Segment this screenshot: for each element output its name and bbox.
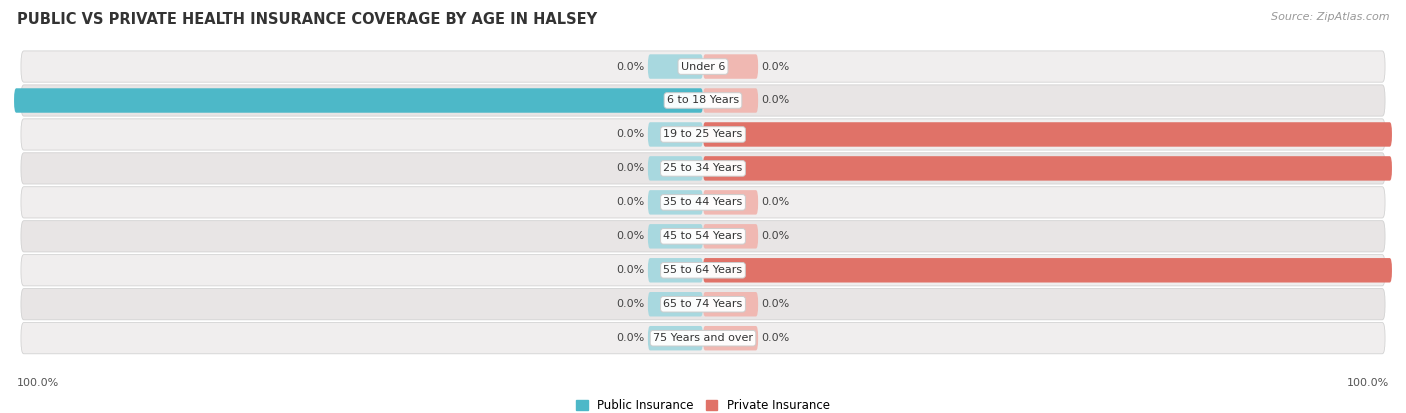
Text: 0.0%: 0.0% [616, 197, 644, 207]
FancyBboxPatch shape [703, 326, 758, 350]
Text: 100.0%: 100.0% [0, 95, 11, 105]
Text: 0.0%: 0.0% [616, 129, 644, 140]
FancyBboxPatch shape [648, 190, 703, 215]
Text: 0.0%: 0.0% [616, 265, 644, 275]
Text: 0.0%: 0.0% [616, 164, 644, 173]
Text: 0.0%: 0.0% [762, 62, 790, 71]
Text: 55 to 64 Years: 55 to 64 Years [664, 265, 742, 275]
FancyBboxPatch shape [21, 323, 1385, 354]
FancyBboxPatch shape [648, 258, 703, 282]
FancyBboxPatch shape [703, 88, 758, 113]
FancyBboxPatch shape [703, 258, 1392, 282]
FancyBboxPatch shape [703, 122, 1392, 147]
Text: 0.0%: 0.0% [762, 95, 790, 105]
FancyBboxPatch shape [21, 119, 1385, 150]
Text: 100.0%: 100.0% [1395, 164, 1406, 173]
Text: 35 to 44 Years: 35 to 44 Years [664, 197, 742, 207]
FancyBboxPatch shape [14, 88, 703, 113]
Text: 0.0%: 0.0% [616, 231, 644, 241]
FancyBboxPatch shape [21, 289, 1385, 320]
FancyBboxPatch shape [648, 326, 703, 350]
FancyBboxPatch shape [703, 292, 758, 316]
Text: 100.0%: 100.0% [1395, 265, 1406, 275]
Text: 25 to 34 Years: 25 to 34 Years [664, 164, 742, 173]
Text: PUBLIC VS PRIVATE HEALTH INSURANCE COVERAGE BY AGE IN HALSEY: PUBLIC VS PRIVATE HEALTH INSURANCE COVER… [17, 12, 598, 27]
Text: Under 6: Under 6 [681, 62, 725, 71]
Text: 0.0%: 0.0% [616, 333, 644, 343]
FancyBboxPatch shape [703, 224, 758, 249]
Text: 100.0%: 100.0% [1347, 378, 1389, 388]
FancyBboxPatch shape [21, 187, 1385, 218]
FancyBboxPatch shape [21, 51, 1385, 82]
Text: 0.0%: 0.0% [762, 231, 790, 241]
Text: 65 to 74 Years: 65 to 74 Years [664, 299, 742, 309]
Text: 100.0%: 100.0% [1395, 129, 1406, 140]
FancyBboxPatch shape [648, 224, 703, 249]
FancyBboxPatch shape [21, 255, 1385, 286]
Text: 6 to 18 Years: 6 to 18 Years [666, 95, 740, 105]
Text: 0.0%: 0.0% [616, 299, 644, 309]
FancyBboxPatch shape [21, 85, 1385, 116]
FancyBboxPatch shape [648, 292, 703, 316]
Text: 0.0%: 0.0% [616, 62, 644, 71]
FancyBboxPatch shape [648, 122, 703, 147]
Text: 0.0%: 0.0% [762, 299, 790, 309]
Text: 100.0%: 100.0% [17, 378, 59, 388]
Text: 45 to 54 Years: 45 to 54 Years [664, 231, 742, 241]
FancyBboxPatch shape [703, 55, 758, 79]
Text: 0.0%: 0.0% [762, 197, 790, 207]
Legend: Public Insurance, Private Insurance: Public Insurance, Private Insurance [571, 394, 835, 413]
Text: Source: ZipAtlas.com: Source: ZipAtlas.com [1271, 12, 1389, 22]
Text: 0.0%: 0.0% [762, 333, 790, 343]
FancyBboxPatch shape [21, 221, 1385, 252]
Text: 19 to 25 Years: 19 to 25 Years [664, 129, 742, 140]
FancyBboxPatch shape [21, 153, 1385, 184]
FancyBboxPatch shape [703, 156, 1392, 180]
FancyBboxPatch shape [648, 156, 703, 180]
FancyBboxPatch shape [648, 55, 703, 79]
Text: 75 Years and over: 75 Years and over [652, 333, 754, 343]
FancyBboxPatch shape [703, 190, 758, 215]
